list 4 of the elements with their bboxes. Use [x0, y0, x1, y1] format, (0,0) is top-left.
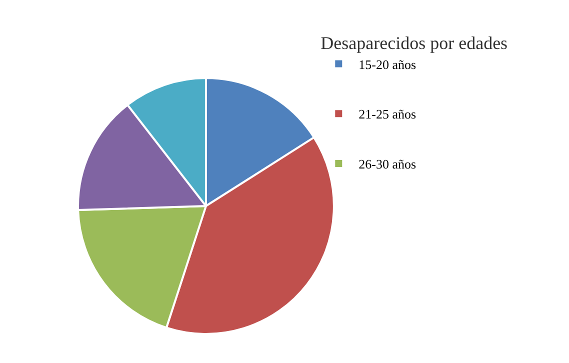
- legend-label: 26-30 años: [358, 156, 416, 172]
- legend-label: 21-25 años: [358, 106, 416, 122]
- legend-label: 15-20 años: [358, 56, 416, 72]
- legend-title: Desaparecidos por edades: [320, 32, 508, 53]
